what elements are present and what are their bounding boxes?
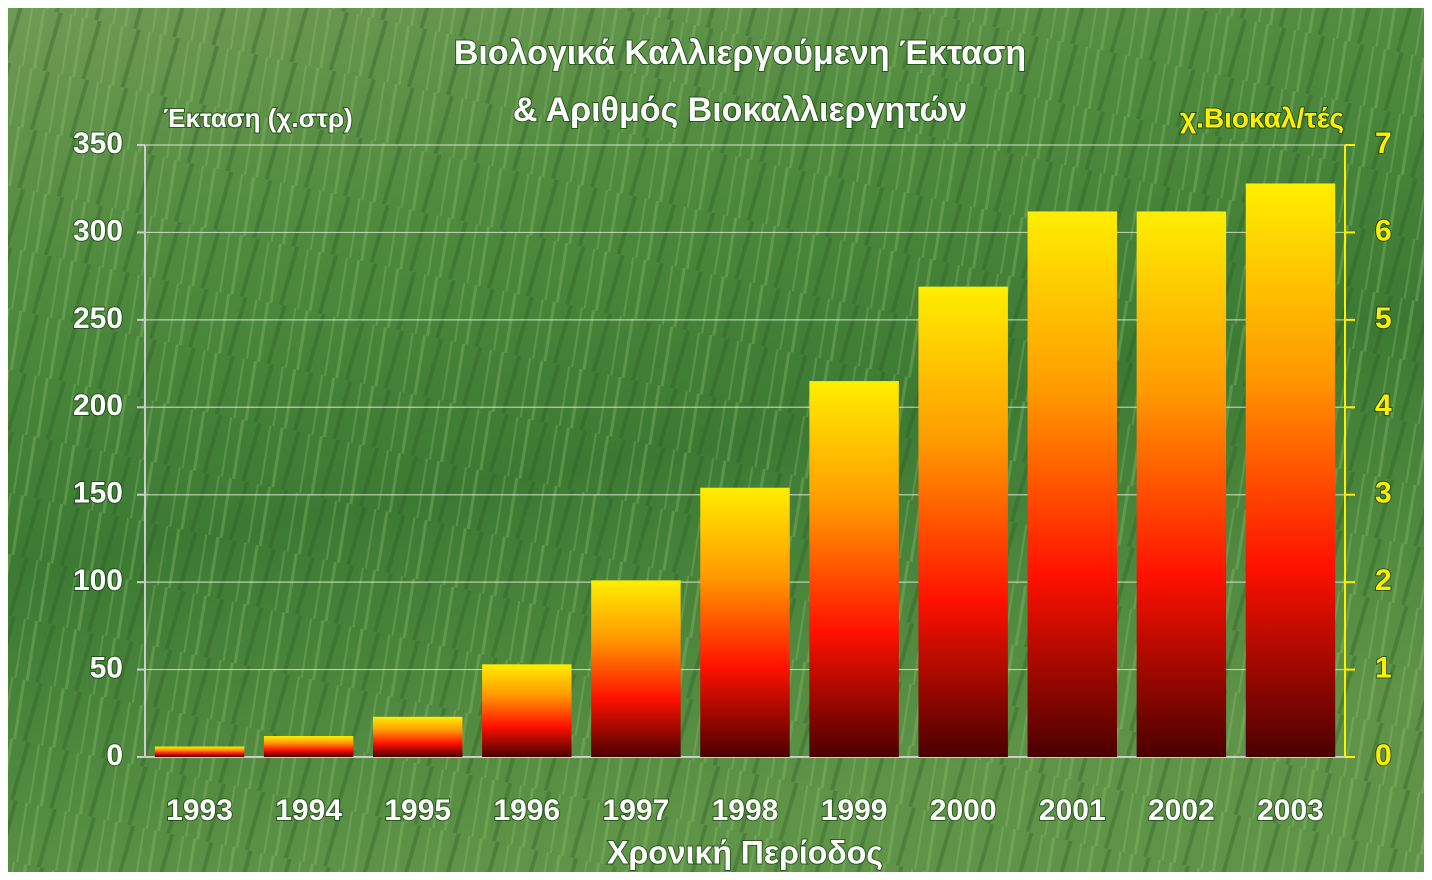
x-tick-label: 2003 <box>1257 794 1324 827</box>
y-axis-label: Έκταση (χ.στρ) <box>163 103 352 133</box>
bar <box>700 487 790 757</box>
x-tick-label: 1997 <box>603 794 670 827</box>
y-tick-label: 300 <box>73 214 123 247</box>
y2-tick-label: 4 <box>1375 389 1392 422</box>
y-tick-label: 200 <box>73 389 123 422</box>
x-axis-label: Χρονική Περίοδος <box>607 834 883 870</box>
y-tick-label: 50 <box>90 651 123 684</box>
x-tick-label: 1995 <box>384 794 451 827</box>
bar <box>154 746 245 757</box>
x-tick-label: 1993 <box>166 794 233 827</box>
y-tick-label: 100 <box>73 564 123 597</box>
x-tick-label: 2001 <box>1039 794 1106 827</box>
y2-tick-label: 1 <box>1375 651 1392 684</box>
bar <box>591 580 681 757</box>
chart-title: Βιολογικά Καλλιεργούμενη Έκταση <box>454 34 1026 72</box>
bar <box>809 381 899 757</box>
y-tick-label: 250 <box>73 302 123 335</box>
x-tick-label: 2000 <box>930 794 997 827</box>
y-tick-label: 0 <box>106 739 123 772</box>
x-tick-label: 1998 <box>712 794 779 827</box>
bar <box>263 736 354 757</box>
bar <box>1245 183 1336 757</box>
y-tick-label: 350 <box>73 127 123 160</box>
chart-title: & Αριθμός Βιοκαλλιεργητών <box>513 91 967 129</box>
y2-tick-label: 3 <box>1375 477 1392 510</box>
y2-tick-label: 5 <box>1375 302 1392 335</box>
bar <box>482 664 572 757</box>
bar <box>918 286 1008 757</box>
x-tick-label: 1996 <box>493 794 560 827</box>
y2-tick-label: 7 <box>1375 127 1392 160</box>
bar <box>1027 211 1117 758</box>
bar <box>373 716 463 757</box>
y-tick-label: 150 <box>73 477 123 510</box>
y2-tick-label: 0 <box>1375 739 1392 772</box>
y2-axis-label: χ.Βιοκαλ/τές <box>1180 102 1344 133</box>
x-tick-label: 1999 <box>821 794 888 827</box>
y2-tick-label: 2 <box>1375 564 1392 597</box>
x-tick-label: 2002 <box>1148 794 1215 827</box>
y2-tick-label: 6 <box>1375 214 1392 247</box>
bar <box>1136 211 1227 758</box>
x-tick-label: 1994 <box>275 794 342 827</box>
